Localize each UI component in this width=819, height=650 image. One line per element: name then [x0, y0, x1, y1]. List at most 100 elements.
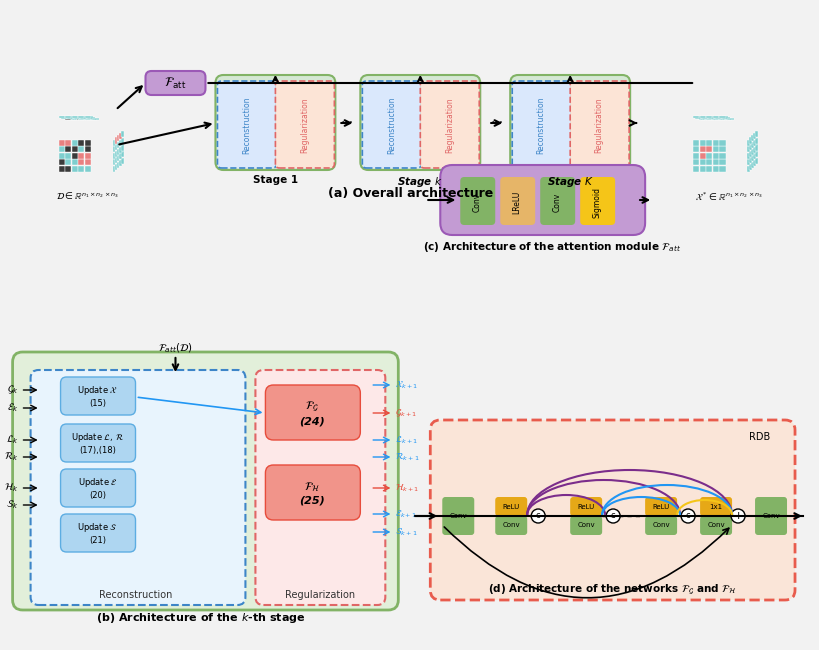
Bar — [754, 131, 758, 137]
Text: $\mathcal{R}_k$: $\mathcal{R}_k$ — [4, 450, 19, 463]
Bar — [58, 146, 65, 152]
Bar — [74, 116, 79, 118]
Text: (b) Architecture of the $k$-th stage: (b) Architecture of the $k$-th stage — [96, 611, 305, 625]
Text: Stage 1: Stage 1 — [252, 175, 297, 185]
Bar — [720, 118, 726, 120]
Text: 1x1: 1x1 — [708, 504, 722, 510]
Bar — [116, 149, 120, 155]
Bar — [115, 151, 117, 157]
Bar — [746, 140, 749, 146]
Text: Conv: Conv — [707, 522, 724, 528]
Bar — [85, 166, 91, 172]
Text: $\mathcal{H}_k$: $\mathcal{H}_k$ — [4, 482, 19, 495]
Bar — [112, 159, 115, 165]
Text: Update $\mathcal{S}$
(21): Update $\mathcal{S}$ (21) — [77, 521, 118, 545]
Bar — [754, 158, 758, 164]
Circle shape — [681, 509, 695, 523]
Bar — [112, 140, 115, 146]
Text: ReLU: ReLU — [577, 504, 594, 510]
Text: Regularization: Regularization — [444, 98, 453, 153]
Bar — [699, 146, 705, 152]
Bar — [66, 118, 73, 120]
Bar — [58, 159, 65, 165]
Bar — [707, 118, 713, 120]
Circle shape — [731, 509, 744, 523]
Bar — [705, 116, 712, 118]
Text: Update $\mathcal{X}$
(15): Update $\mathcal{X}$ (15) — [77, 384, 118, 408]
Text: Regularization: Regularization — [300, 98, 309, 153]
Bar — [692, 116, 699, 118]
Bar — [692, 140, 699, 146]
Bar — [718, 140, 725, 146]
Bar — [722, 117, 729, 119]
FancyBboxPatch shape — [275, 81, 334, 168]
Bar — [72, 153, 78, 159]
Bar — [726, 118, 733, 120]
Bar — [62, 117, 69, 119]
Bar — [692, 146, 699, 152]
Bar — [112, 166, 115, 172]
Bar — [705, 166, 712, 172]
Bar — [116, 142, 120, 148]
Text: $\mathcal{R}_{k+1}$: $\mathcal{R}_{k+1}$ — [395, 450, 419, 463]
Text: Stage $k$: Stage $k$ — [397, 175, 443, 189]
Bar — [753, 153, 755, 159]
FancyBboxPatch shape — [265, 385, 360, 440]
FancyBboxPatch shape — [255, 370, 385, 605]
Bar — [65, 118, 70, 120]
Text: $\mathcal{H}_{k+1}$: $\mathcal{H}_{k+1}$ — [395, 482, 419, 494]
FancyBboxPatch shape — [30, 370, 245, 605]
Bar — [65, 166, 71, 172]
Bar — [65, 146, 71, 152]
Bar — [699, 153, 705, 159]
FancyBboxPatch shape — [61, 377, 135, 415]
FancyBboxPatch shape — [145, 71, 206, 95]
FancyBboxPatch shape — [580, 177, 614, 225]
FancyBboxPatch shape — [512, 81, 571, 168]
Text: Reconstruction: Reconstruction — [99, 590, 172, 600]
Bar — [80, 116, 86, 118]
Text: $\mathcal{G}_k$: $\mathcal{G}_k$ — [7, 384, 19, 396]
Bar — [116, 162, 120, 168]
Bar — [749, 137, 751, 144]
Bar — [85, 153, 91, 159]
Bar — [79, 140, 84, 146]
Bar — [750, 162, 753, 168]
Bar — [750, 135, 753, 142]
Text: Regularization: Regularization — [594, 98, 603, 153]
FancyBboxPatch shape — [61, 424, 135, 462]
Text: ReLU: ReLU — [652, 504, 669, 510]
Text: LReLU: LReLU — [512, 190, 521, 214]
Bar — [754, 138, 758, 144]
Bar — [718, 159, 725, 165]
FancyBboxPatch shape — [420, 81, 478, 168]
FancyBboxPatch shape — [569, 81, 628, 168]
Bar — [58, 140, 65, 146]
Bar — [750, 142, 753, 148]
Bar — [718, 153, 725, 159]
Bar — [120, 158, 124, 164]
Text: $\mathcal{L}_k$: $\mathcal{L}_k$ — [6, 434, 19, 447]
Bar — [749, 157, 751, 163]
Text: Conv: Conv — [577, 522, 595, 528]
Bar — [115, 157, 117, 163]
Bar — [58, 116, 65, 118]
FancyBboxPatch shape — [215, 75, 335, 170]
Bar — [749, 164, 751, 170]
Text: $\mathcal{S}_{k+1}$: $\mathcal{S}_{k+1}$ — [395, 526, 418, 538]
Bar — [712, 118, 717, 120]
Bar — [116, 135, 120, 142]
Bar — [692, 153, 699, 159]
FancyBboxPatch shape — [509, 75, 629, 170]
Bar — [120, 144, 124, 151]
Bar — [85, 116, 91, 118]
Text: Stage $K$: Stage $K$ — [546, 175, 593, 189]
Bar — [705, 146, 712, 152]
Bar — [712, 159, 718, 165]
Text: $\mathcal{X}^*\in\mathbb{R}^{n_1\times n_2\times n_3}$: $\mathcal{X}^*\in\mathbb{R}^{n_1\times n… — [695, 190, 762, 202]
Bar — [701, 116, 707, 118]
Bar — [750, 155, 753, 161]
Bar — [709, 117, 716, 119]
Bar — [85, 146, 91, 152]
Bar — [78, 118, 84, 120]
